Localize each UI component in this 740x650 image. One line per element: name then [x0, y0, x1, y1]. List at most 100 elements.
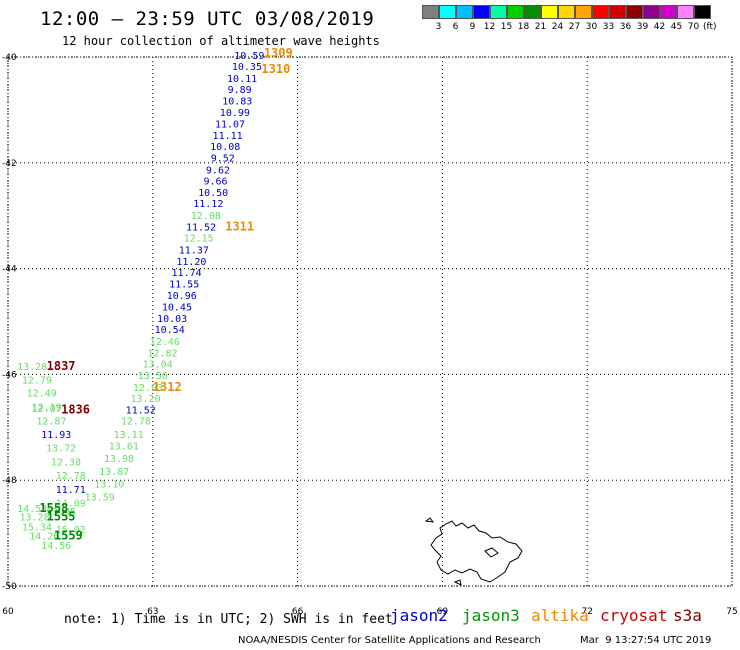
legend-swatch: [643, 5, 660, 19]
swh-observation: 10.54: [155, 325, 185, 336]
swh-observation: 10.45: [162, 302, 192, 313]
lat-axis-label: -46: [2, 370, 17, 380]
legend-swatches: [422, 5, 717, 19]
legend-swatch: [575, 5, 592, 19]
legend-tick-label: 70: [687, 22, 700, 32]
swh-observation: 13.10: [94, 480, 124, 491]
pass-time-label: 1311: [225, 220, 254, 234]
legend-swatch: [490, 5, 507, 19]
lon-axis-label: 66: [292, 607, 304, 617]
swh-observation: 11.11: [213, 131, 243, 142]
swh-observation: 10.03: [157, 314, 187, 325]
swh-observation: 9.62: [206, 165, 230, 176]
swh-observation: 12.46: [150, 337, 180, 348]
legend-altika: altika: [531, 606, 589, 625]
swh-observation: 10.35: [232, 62, 262, 73]
swh-observation: 13.11: [114, 430, 144, 441]
map-frame: [7, 56, 733, 587]
legend-swatch: [439, 5, 456, 19]
legend-tick-label: 30: [585, 22, 598, 32]
kerguelen-island-outline: [430, 520, 523, 583]
swh-observation: 14.53: [17, 504, 47, 515]
lon-axis-label: 75: [726, 607, 737, 617]
swh-observation: 9.52: [211, 154, 235, 165]
pass-time-label: 1309: [264, 46, 293, 60]
swh-observation: 15.02: [56, 525, 86, 536]
legend-tick-label: 21: [534, 22, 547, 32]
swh-observation: 13.72: [46, 444, 76, 455]
legend-tick-label: 3: [435, 22, 442, 32]
credit-text: NOAA/NESDIS Center for Satellite Applica…: [238, 635, 541, 646]
legend-swatch: [473, 5, 490, 19]
legend-tick-label: 45: [670, 22, 683, 32]
swh-observation: 13.28: [19, 512, 49, 523]
swh-observation: 11.12: [193, 199, 223, 210]
lon-axis-label: 60: [2, 607, 14, 617]
legend-cryosat: cryosat: [600, 606, 668, 625]
lon-axis-label: 63: [147, 607, 158, 617]
legend-swatch: [609, 5, 626, 19]
islet: [424, 517, 435, 523]
swh-observation: 12.93: [133, 383, 163, 394]
legend-swatch: [541, 5, 558, 19]
legend-swatch: [592, 5, 609, 19]
swh-observation: 13.04: [143, 360, 173, 371]
swh-observation: 10.96: [167, 291, 197, 302]
legend-tick-label: 15: [500, 22, 513, 32]
swh-observation: 10.50: [198, 188, 228, 199]
swh-observation: 11.93: [41, 430, 71, 441]
lat-axis-label: -48: [2, 476, 17, 486]
swh-observation: 14.09: [56, 499, 86, 510]
legend-swatch: [507, 5, 524, 19]
island-inlet: [484, 547, 499, 558]
lat-axis-label: -50: [2, 582, 17, 592]
legend-tick-label: 9: [469, 22, 476, 32]
legend-jason2: jason2: [390, 606, 448, 625]
legend-swatch: [660, 5, 677, 19]
swh-observation: 11.52: [126, 406, 156, 417]
legend-swatch: [524, 5, 541, 19]
legend-tick-label: 6: [452, 22, 459, 32]
legend-tick-label: 33: [602, 22, 615, 32]
legend-swatch: [694, 5, 711, 19]
swh-observation: 11.20: [176, 257, 206, 268]
pass-time-label: 1555: [47, 509, 76, 523]
swh-observation: 13.50: [138, 371, 168, 382]
swh-observation: 9.66: [203, 176, 227, 187]
swh-observation: 13.87: [99, 467, 129, 478]
legend-tick-label: 39: [636, 22, 649, 32]
lat-axis-label: -40: [2, 53, 17, 63]
swh-observation: 12.07: [32, 404, 62, 415]
swh-observation: 11.71: [56, 485, 86, 496]
pass-time-label: 1836: [61, 403, 90, 417]
swh-observation: 14.26: [29, 531, 59, 542]
legend-swatch: [422, 5, 439, 19]
legend-swatch: [677, 5, 694, 19]
legend-swatch: [626, 5, 643, 19]
swh-observation: 14.56: [41, 541, 71, 552]
swh-observation: 13.95: [46, 507, 76, 518]
swh-observation: 10.83: [222, 97, 252, 108]
swh-observation: 10.11: [227, 74, 257, 85]
swh-observation: 12.78: [56, 471, 86, 482]
swh-observation: 11.55: [169, 280, 199, 291]
color-scale-legend: 3 6 9 12 15 18 21 24 27 30 33 36 39 42 45 70 (ft): [422, 5, 717, 32]
page-title: 12:00 — 23:59 UTC 03/08/2019: [40, 8, 375, 30]
swh-observation: 11.07: [215, 119, 245, 130]
swh-observation: 15.34: [22, 522, 52, 533]
swh-observation: 13.20: [131, 394, 161, 405]
lat-axis-label: -42: [2, 159, 17, 169]
legend-tick-label: 36: [619, 22, 632, 32]
legend-unit: (ft): [703, 22, 717, 32]
swh-observation: 12.19: [32, 402, 62, 413]
legend-tick-label: 12: [483, 22, 496, 32]
legend-swatch: [558, 5, 575, 19]
swh-observation: 12.49: [27, 389, 57, 400]
swh-observation: 11.74: [172, 268, 202, 279]
footer-note: note: 1) Time is in UTC; 2) SWH is in fe…: [64, 612, 393, 627]
timestamp-text: Mar 9 13:27:54 UTC 2019: [580, 635, 712, 646]
swh-observation: 11.52: [186, 223, 216, 234]
legend-tick-label: 18: [517, 22, 530, 32]
swh-observation: 13.59: [85, 492, 115, 503]
